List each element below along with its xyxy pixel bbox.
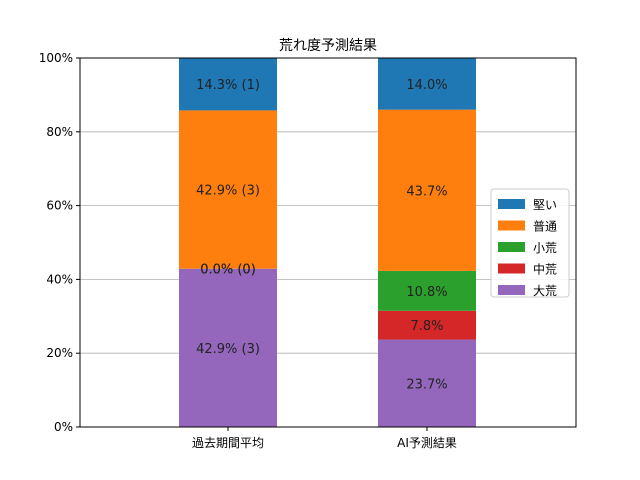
bar-segment [179,268,277,427]
bar-data-label: 42.9% (3) [196,342,260,357]
bar-segment [378,339,476,427]
plot-area-frame [79,57,577,428]
y-tick-label: 80% [46,125,73,139]
bars [179,57,476,427]
bar-labels: 42.9% (3)0.0% (0)0.0% (0)42.9% (3)14.3% … [196,78,448,392]
y-tick-label: 40% [46,272,73,286]
bar-segment [179,110,277,269]
bar-segment [378,310,476,340]
y-axis: 0% 20% 40% 60% 80% 100% [39,51,80,434]
bar-segment [378,109,476,271]
legend-swatch [498,263,525,274]
y-tick-label: 0% [54,420,73,434]
y-tick-label: 20% [46,346,73,360]
x-tick-label: AI予測結果 [397,436,457,450]
legend-swatch [498,220,525,231]
bar-data-label: 43.7% [406,184,447,199]
bar-data-label: 0.0% (0) [200,263,256,278]
x-tick-label: 過去期間平均 [192,436,264,450]
bar-data-label: 0.0% (0) [200,263,256,278]
y-tick-label: 100% [39,51,73,65]
legend-label: 堅い [533,198,557,212]
bar-data-label: 42.9% (3) [196,184,260,199]
bar-segment [179,57,277,111]
legend-label: 中荒 [533,262,557,277]
bar-segment [378,58,476,110]
legend-swatch [498,285,525,295]
bar-segment [378,270,476,311]
legend-swatch [498,242,525,252]
x-axis: 過去期間平均 AI予測結果 [192,427,457,450]
legend-label: 大荒 [533,284,557,298]
chart-title: 荒れ度予測結果 [279,38,377,54]
bar-data-label: 10.8% [406,285,447,300]
bar-data-label: 14.3% (1) [196,78,260,93]
y-tick-label: 60% [46,199,73,213]
bar-data-label: 7.8% [410,319,443,334]
bar-data-label: 14.0% [406,78,447,93]
bar-data-label: 23.7% [406,377,447,392]
legend-label: 普通 [533,220,557,234]
legend-label: 小荒 [533,241,557,255]
legend-swatch [498,199,525,209]
